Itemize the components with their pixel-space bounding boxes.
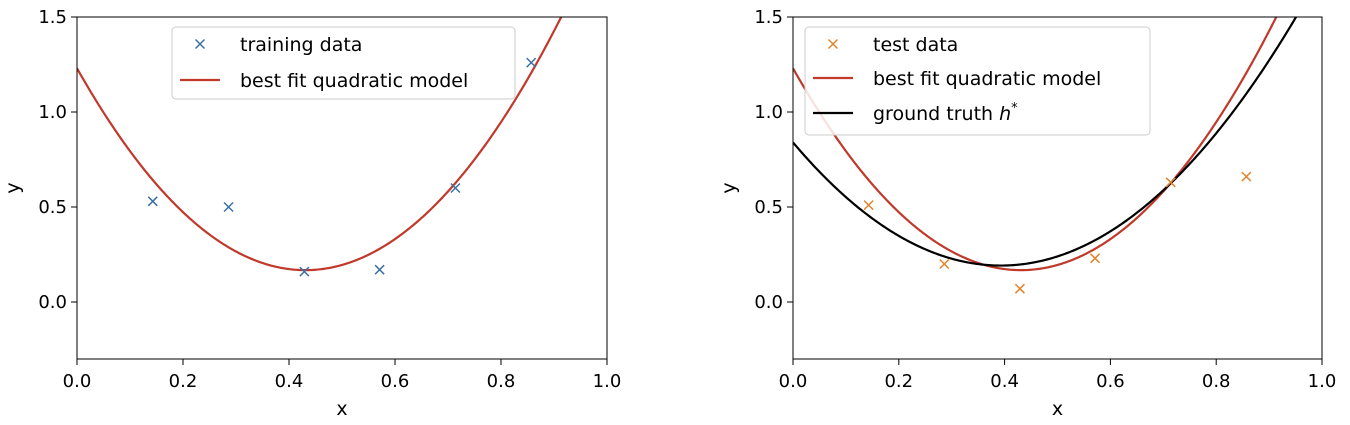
y-tick-label: 0.5 <box>38 197 67 218</box>
x-axis-label: x <box>1052 398 1063 420</box>
ground-truth-curve <box>793 17 1298 267</box>
legend-label: best fit quadratic model <box>873 68 1101 90</box>
data-point-marker <box>939 258 950 270</box>
x-tick-label: 0.0 <box>63 371 92 392</box>
legend-marker <box>194 38 206 50</box>
legend: test data best fit quadratic model ground … <box>804 26 1151 136</box>
legend-box <box>804 26 1151 136</box>
data-point-marker <box>526 57 537 68</box>
legend-marker <box>827 38 839 50</box>
y-axis-label: y <box>2 182 24 193</box>
data-point-marker <box>1241 171 1252 182</box>
data-point-marker <box>223 201 234 213</box>
legend-label: best fit quadratic model <box>240 70 468 92</box>
data-point-marker <box>374 264 385 275</box>
axes-frame <box>792 16 1323 360</box>
y-tick-label: 0.0 <box>754 292 783 313</box>
data-point-marker <box>1090 253 1101 264</box>
legend-label: training data <box>240 34 362 56</box>
y-tick-label: 1.5 <box>754 7 783 28</box>
left-chart-panel: 0.0 0.2 0.4 0.6 0.8 1.0 0.0 0.5 1.0 1.5 x y training… <box>2 7 622 420</box>
quadratic-fit-curve <box>77 17 563 272</box>
data-point-marker <box>299 266 310 277</box>
axes-frame <box>76 16 608 360</box>
y-tick-label: 1.0 <box>38 102 67 123</box>
legend-label: ground truth h* <box>873 101 1018 125</box>
y-tick-label: 0.5 <box>754 197 783 218</box>
x-tick-label: 0.8 <box>487 371 516 392</box>
y-tick-label: 0.0 <box>38 292 67 313</box>
data-point-marker <box>863 200 874 211</box>
y-tick-label: 1.5 <box>38 7 67 28</box>
legend: training data best fit quadratic model <box>171 26 516 100</box>
y-axis-label: y <box>718 182 740 193</box>
x-tick-label: 0.2 <box>169 371 198 392</box>
x-tick-label: 0.6 <box>381 371 410 392</box>
x-tick-label: 0.6 <box>1096 371 1125 392</box>
legend-box <box>171 26 516 100</box>
x-tick-label: 0.4 <box>990 371 1019 392</box>
data-point-marker <box>147 196 158 207</box>
x-axis-label: x <box>336 398 347 420</box>
x-tick-label: 1.0 <box>593 371 622 392</box>
x-tick-label: 0.2 <box>884 371 913 392</box>
x-tick-label: 0.0 <box>779 371 808 392</box>
x-tick-label: 0.4 <box>275 371 304 392</box>
legend-label: test data <box>873 34 958 56</box>
data-point-marker <box>1014 283 1025 294</box>
x-tick-label: 1.0 <box>1308 371 1337 392</box>
data-point-marker <box>450 182 461 194</box>
x-tick-label: 0.8 <box>1202 371 1231 392</box>
right-chart-panel: 0.0 0.2 0.4 0.6 0.8 1.0 0.0 0.5 1.0 1.5 x y test dat… <box>718 7 1337 420</box>
y-tick-label: 1.0 <box>754 102 783 123</box>
quadratic-fit-curve <box>793 17 1278 272</box>
data-point-marker <box>1165 177 1176 188</box>
